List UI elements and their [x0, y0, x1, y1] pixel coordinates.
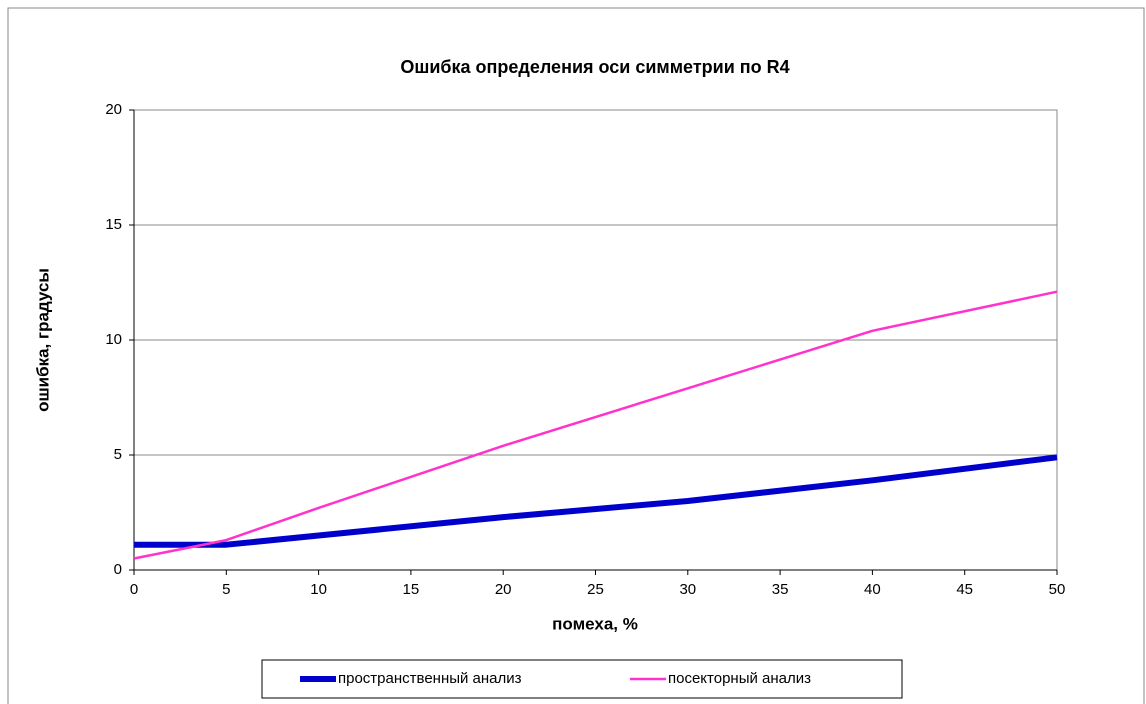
x-tick-label: 40: [864, 581, 881, 598]
y-tick-label: 10: [105, 331, 122, 348]
x-tick-label: 5: [222, 581, 230, 598]
y-tick-label: 5: [114, 446, 122, 463]
y-tick-label: 20: [105, 101, 122, 118]
x-tick-label: 10: [310, 581, 327, 598]
legend-label: пространственный анализ: [338, 670, 522, 687]
x-tick-label: 20: [495, 581, 512, 598]
x-tick-label: 45: [956, 581, 973, 598]
legend-box: [261, 659, 903, 699]
chart-title: Ошибка определения оси симметрии по R4: [400, 57, 789, 77]
x-axis-label: помеха, %: [552, 614, 638, 633]
y-tick-label: 15: [105, 216, 122, 233]
legend-label: посекторный анализ: [668, 670, 811, 687]
x-tick-label: 25: [587, 581, 604, 598]
x-tick-label: 50: [1049, 581, 1066, 598]
x-tick-label: 30: [679, 581, 696, 598]
x-tick-label: 15: [403, 581, 420, 598]
x-tick-label: 0: [130, 581, 138, 598]
x-tick-label: 35: [772, 581, 789, 598]
y-axis-label: ошибка, градусы: [33, 268, 52, 412]
series-line: [133, 290, 1058, 560]
series-line: [134, 454, 1058, 548]
y-tick-label: 0: [114, 561, 122, 578]
